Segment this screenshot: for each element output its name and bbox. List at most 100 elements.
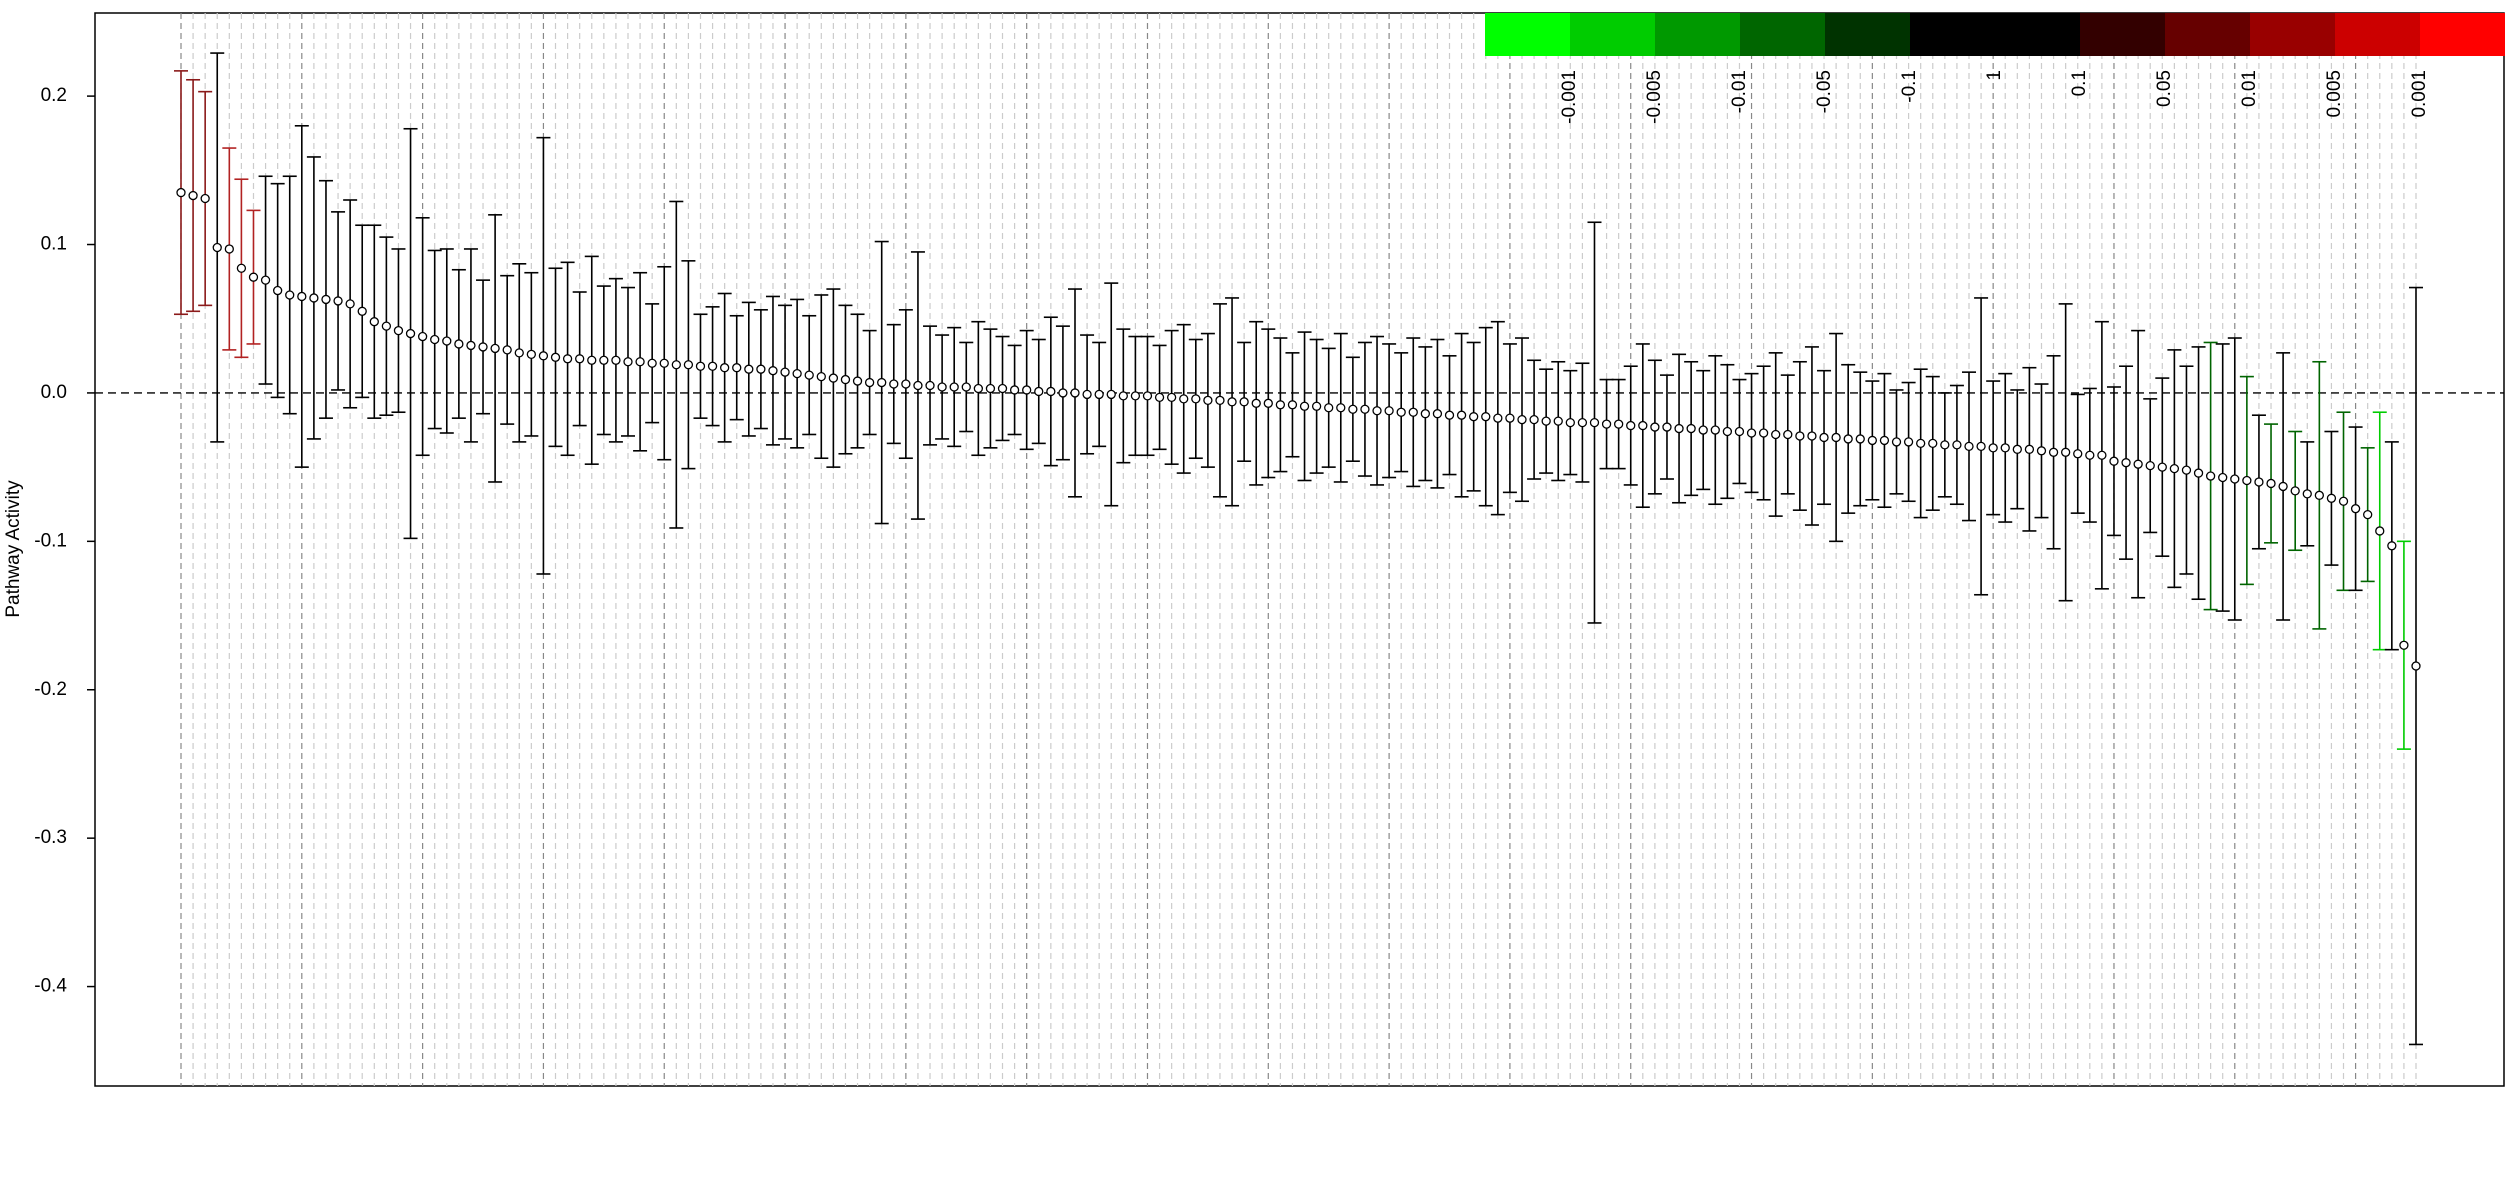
point <box>502 345 512 355</box>
point <box>1879 435 1890 446</box>
y-tick-label: -0.1 <box>34 530 67 551</box>
point <box>430 334 440 345</box>
point <box>2048 447 2059 457</box>
legend-swatch <box>1740 13 1825 56</box>
point <box>2375 526 2385 536</box>
point <box>1154 392 1165 403</box>
legend-swatch <box>2420 13 2505 56</box>
point <box>877 377 887 388</box>
point <box>1251 398 1261 408</box>
point <box>2073 449 2083 459</box>
legend-label: 0.1 <box>2069 70 2090 96</box>
point <box>1396 407 1406 417</box>
legend-swatch <box>1570 13 1655 56</box>
legend-swatch <box>1655 13 1740 56</box>
point <box>1046 386 1056 397</box>
point <box>1964 441 1974 452</box>
legend-swatch <box>1910 13 1995 56</box>
point <box>514 348 524 358</box>
y-axis-label: Pathway Activity <box>3 480 24 618</box>
point <box>2085 450 2095 460</box>
y-tick-label: 0.1 <box>41 234 67 255</box>
legend-swatch <box>1825 13 1910 56</box>
point <box>1142 391 1153 401</box>
point <box>2363 509 2373 520</box>
point <box>1916 438 1926 449</box>
point <box>1094 389 1104 400</box>
point <box>1481 412 1491 422</box>
point <box>1928 438 1938 449</box>
point <box>248 272 259 282</box>
point <box>1215 395 1225 405</box>
point <box>1420 409 1431 419</box>
point <box>478 342 488 352</box>
point <box>538 351 549 361</box>
point <box>1058 388 1068 398</box>
point <box>1589 417 1600 428</box>
point <box>961 382 971 392</box>
point <box>297 291 307 302</box>
point <box>2145 460 2155 471</box>
point <box>683 360 694 370</box>
legend-swatch <box>1485 13 1570 56</box>
legend-label: -0.001 <box>1559 70 1580 124</box>
point <box>333 296 343 306</box>
point <box>2338 496 2349 506</box>
point <box>1783 429 1793 440</box>
point <box>840 374 851 385</box>
point <box>901 379 911 389</box>
point <box>1650 422 1660 432</box>
point <box>756 364 766 374</box>
point <box>1179 394 1189 404</box>
point <box>405 328 416 339</box>
point <box>1493 413 1503 423</box>
point <box>744 364 754 374</box>
point <box>828 373 839 383</box>
point <box>236 263 247 273</box>
point <box>635 357 645 367</box>
point <box>1130 391 1141 401</box>
point <box>393 325 404 336</box>
point <box>176 187 186 198</box>
point <box>490 343 500 354</box>
point <box>1456 410 1467 420</box>
point <box>1517 414 1527 425</box>
point <box>1203 395 1213 405</box>
point <box>369 317 379 327</box>
point <box>1674 423 1684 434</box>
point <box>2230 474 2240 484</box>
point <box>1988 443 1998 453</box>
point <box>188 190 198 201</box>
point <box>2314 490 2325 500</box>
y-tick-label: -0.4 <box>34 976 67 997</box>
legend-label: -0.01 <box>1729 70 1750 113</box>
legend-swatch <box>2250 13 2335 56</box>
point <box>1529 414 1539 425</box>
point <box>1106 389 1116 400</box>
point <box>695 361 706 371</box>
point <box>2350 504 2361 514</box>
point <box>1626 420 1636 431</box>
point <box>309 293 319 303</box>
point <box>1807 431 1817 441</box>
legend-label: -0.005 <box>1644 70 1665 124</box>
legend-label: 0.01 <box>2239 70 2260 107</box>
point <box>1613 419 1624 429</box>
point <box>1662 422 1672 432</box>
point <box>381 321 392 331</box>
point <box>200 193 210 204</box>
point <box>224 244 234 254</box>
point <box>1601 419 1612 429</box>
point <box>1891 437 1902 447</box>
point <box>1348 404 1358 414</box>
point <box>671 360 681 370</box>
point <box>321 294 331 305</box>
point <box>1009 385 1020 395</box>
point <box>1758 428 1769 438</box>
point <box>1263 398 1273 408</box>
point <box>1070 388 1080 398</box>
point <box>1469 412 1479 422</box>
point <box>1432 409 1443 419</box>
point <box>587 355 597 365</box>
